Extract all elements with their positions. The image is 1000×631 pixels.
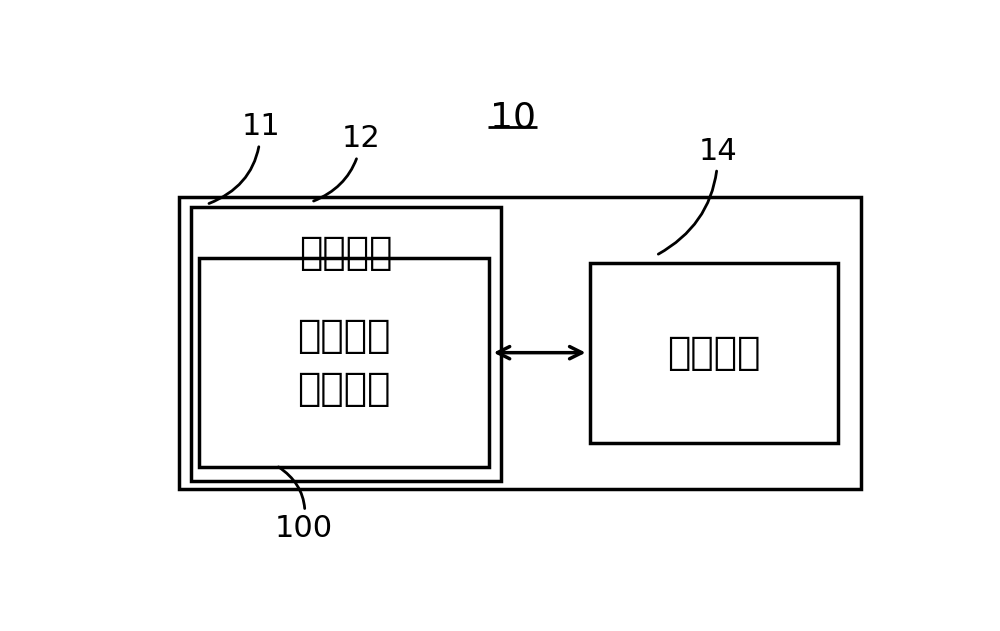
Bar bbox=[179, 197, 861, 488]
Bar bbox=[191, 207, 501, 481]
Text: 14: 14 bbox=[658, 136, 737, 254]
Bar bbox=[199, 258, 489, 467]
Text: 处理装置: 处理装置 bbox=[297, 370, 391, 408]
Bar bbox=[590, 262, 838, 442]
Text: 11: 11 bbox=[209, 112, 280, 203]
Text: 声音信号: 声音信号 bbox=[297, 317, 391, 355]
Text: 100: 100 bbox=[274, 467, 332, 543]
Text: 12: 12 bbox=[314, 124, 381, 201]
Text: 存储单元: 存储单元 bbox=[299, 234, 393, 272]
Text: 处理单元: 处理单元 bbox=[667, 334, 761, 372]
Text: 10: 10 bbox=[490, 100, 536, 134]
